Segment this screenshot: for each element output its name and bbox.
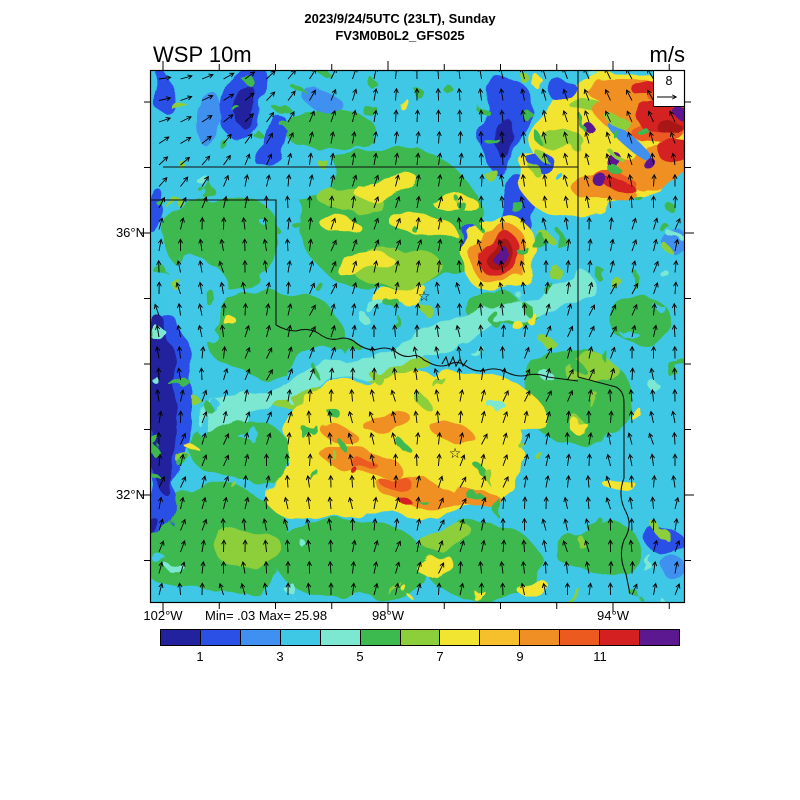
variable-label: WSP 10m (153, 42, 252, 67)
lat-tick-label-36n: 36°N (115, 225, 145, 240)
wind-speed-map: ☆ ☆ 8 (141, 61, 694, 612)
station-star-icon: ☆ (449, 446, 462, 462)
field-speckle-texture (150, 70, 685, 603)
colorbar-segment (520, 629, 561, 646)
colorbar-segment (400, 629, 441, 646)
colorbar-segment (280, 629, 321, 646)
axis-ticks (141, 61, 694, 612)
colorbar-segment (560, 629, 601, 646)
map-plot-area: ☆ ☆ 8 (141, 61, 694, 612)
colorbar (160, 629, 680, 646)
colorbar-tick-label: 9 (516, 649, 524, 664)
model-name-title: FV3M0B0L2_GFS025 (335, 28, 465, 43)
minmax-stats-label: Min= .03 Max= 25.98 (205, 608, 328, 623)
lon-tick-label-94w: 94°W (597, 608, 629, 623)
reference-vector-value: 8 (666, 74, 673, 88)
station-star-icon: ☆ (418, 289, 431, 305)
units-label: m/s (649, 42, 685, 67)
colorbar-segment (160, 629, 201, 646)
colorbar-segment (200, 629, 241, 646)
colorbar-segment (640, 629, 680, 646)
lon-tick-label-102w: 102°W (143, 608, 183, 623)
colorbar-segment (320, 629, 361, 646)
lat-tick-label-32n: 32°N (115, 487, 145, 502)
lon-tick-label-98w: 98°W (372, 608, 404, 623)
colorbar-tick-label: 5 (356, 649, 364, 664)
wind-vectors (153, 70, 681, 596)
reference-vector-box: 8 (653, 70, 685, 107)
colorbar-segment (360, 629, 401, 646)
map-frame (149, 69, 686, 604)
colorbar-tick-label: 1 (196, 649, 204, 664)
state-borders (150, 70, 631, 595)
colorbar-segment (600, 629, 641, 646)
colorbar-segment (480, 629, 521, 646)
valid-time-title: 2023/9/24/5UTC (23LT), Sunday (304, 11, 496, 26)
colorbar-tick-label: 3 (276, 649, 284, 664)
colorbar-tick-labels: 1 3 5 7 9 11 (160, 649, 680, 665)
colorbar-segment (240, 629, 281, 646)
colorbar-tick-label: 11 (593, 649, 607, 664)
colorbar-segment (440, 629, 481, 646)
colorbar-tick-label: 7 (436, 649, 444, 664)
